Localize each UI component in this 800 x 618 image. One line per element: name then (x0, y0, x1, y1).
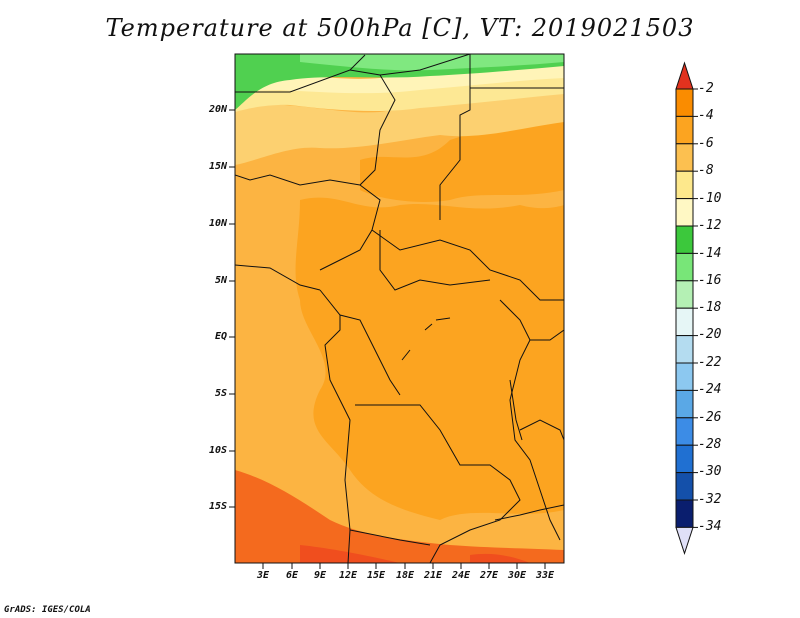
field-band-minus2 (300, 545, 530, 563)
colorbar-label-minus34: -34 (698, 519, 722, 534)
lon-label-12e: 12E (338, 570, 358, 581)
lat-label-15s: 15S (208, 501, 227, 512)
lon-label-6e: 6E (285, 570, 299, 581)
colorbar-label-minus4: -4 (698, 108, 714, 123)
colorbar-label-minus18: -18 (698, 300, 722, 315)
colorbar-label-minus2: -2 (698, 81, 714, 96)
field-band-minus16 (300, 54, 564, 71)
colorbar-label-minus26: -26 (698, 410, 722, 425)
lon-label-30e: 30E (507, 570, 527, 581)
lat-label-5n: 5N (214, 275, 227, 286)
colorbar-swatch (675, 198, 694, 227)
colorbar-bottom-arrow (675, 526, 694, 556)
lat-label-eq: EQ (214, 331, 227, 342)
lon-label-18e: 18E (395, 570, 415, 581)
footer-credit: GrADS: IGES/COLA (4, 605, 91, 615)
colorbar-label-minus22: -22 (698, 355, 722, 370)
colorbar-label-minus20: -20 (698, 327, 722, 342)
colorbar-label-minus30: -30 (698, 464, 722, 479)
lat-label-20n: 20N (208, 104, 227, 115)
colorbar-label-minus16: -16 (698, 273, 722, 288)
colorbar-swatch (675, 417, 694, 446)
colorbar-swatch (675, 444, 694, 474)
field-band-minus4-south (235, 470, 564, 563)
colorbar-swatch (675, 389, 694, 419)
colorbar-label-minus10: -10 (698, 191, 722, 206)
country-borders (235, 54, 564, 563)
colorbar-swatch (675, 252, 694, 282)
lat-label-15n: 15N (208, 161, 227, 172)
lat-label-10n: 10N (208, 218, 227, 229)
colorbar-label-minus14: -14 (698, 246, 722, 261)
lon-label-9e: 9E (313, 570, 327, 581)
colorbar-label-minus32: -32 (698, 492, 722, 507)
lon-ticks (262, 563, 546, 569)
colorbar-label-minus12: -12 (698, 218, 722, 233)
lat-label-10s: 10S (208, 445, 227, 456)
lon-label-15e: 15E (366, 570, 386, 581)
colorbar-swatch (675, 170, 694, 200)
temperature-field (235, 54, 564, 563)
colorbar-label-minus6: -6 (698, 136, 714, 151)
lat-label-5s: 5S (214, 388, 227, 399)
colorbar-label-minus8: -8 (698, 163, 714, 178)
colorbar-swatch (675, 115, 694, 145)
colorbar-swatch (675, 307, 694, 337)
colorbar-swatch (675, 335, 694, 364)
colorbar (675, 61, 698, 556)
colorbar-swatch (675, 225, 694, 254)
lat-ticks (229, 109, 235, 508)
lon-label-27e: 27E (479, 570, 499, 581)
lon-label-3e: 3E (256, 570, 270, 581)
field-band-minus14 (235, 54, 564, 110)
map-title: Temperature at 500hPa [C], VT: 201902150… (105, 14, 695, 42)
colorbar-swatch (675, 88, 694, 117)
colorbar-swatch (675, 143, 694, 172)
map-frame (234, 53, 565, 564)
colorbar-swatch (675, 499, 694, 528)
field-band-minus8 (235, 92, 564, 165)
colorbar-swatch (675, 280, 694, 309)
field-band-minus4-north (360, 115, 564, 202)
colorbar-label-minus28: -28 (698, 437, 722, 452)
lon-label-24e: 24E (451, 570, 471, 581)
lon-label-21e: 21E (423, 570, 443, 581)
colorbar-top-arrow (675, 61, 694, 90)
field-band-minus4 (295, 197, 564, 521)
colorbar-swatch (675, 472, 694, 501)
lon-label-33e: 33E (535, 570, 555, 581)
colorbar-label-minus24: -24 (698, 382, 722, 397)
colorbar-swatch (675, 362, 694, 391)
